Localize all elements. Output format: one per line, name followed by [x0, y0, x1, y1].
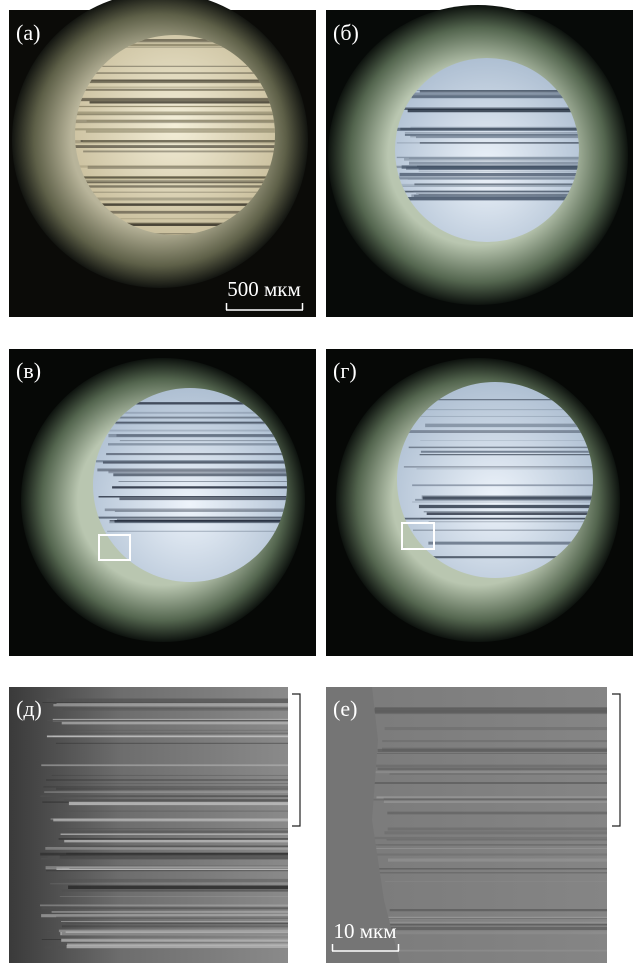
panel-label: (д) — [16, 696, 42, 721]
panel-e: (д) — [9, 687, 288, 963]
panel-label: (г) — [333, 358, 357, 383]
panel-c: (в) — [9, 349, 316, 656]
panel-label: (б) — [333, 20, 359, 45]
panel-label: (е) — [333, 696, 357, 721]
panel-label: (а) — [16, 20, 40, 45]
bracket — [612, 694, 620, 826]
bracket — [292, 694, 300, 826]
scale-bar-label: 10 мкм — [333, 919, 396, 943]
panel-b: (б) — [326, 5, 633, 317]
panel-d: (г) — [326, 349, 633, 656]
panel-a: 500 мкм (а) — [9, 0, 316, 317]
panel-label: (в) — [16, 358, 41, 383]
figure: 500 мкм (а) (б) (в) (г) (д) — [0, 0, 633, 963]
panel-f: 10 мкм (е) — [326, 687, 607, 963]
scale-bar-label: 500 мкм — [227, 277, 301, 301]
